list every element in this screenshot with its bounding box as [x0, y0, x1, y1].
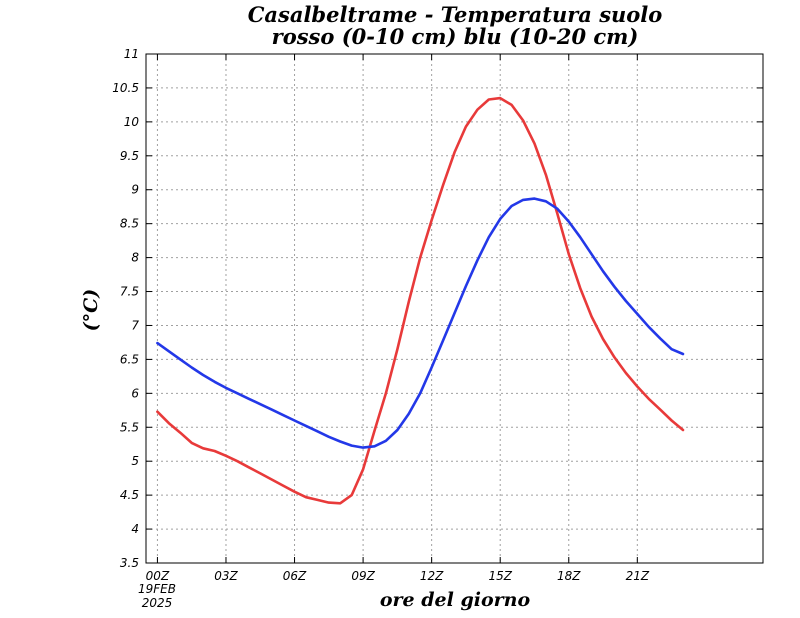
- y-tick-label: 8.5: [120, 217, 139, 231]
- x-tick-label: 15Z: [488, 569, 512, 583]
- y-tick-label: 3.5: [120, 556, 139, 570]
- date-label-year: 2025: [142, 596, 173, 610]
- y-tick-label: 7.5: [120, 285, 139, 299]
- x-tick-label: 21Z: [626, 569, 650, 583]
- x-tick-label: 12Z: [420, 569, 444, 583]
- grid-lines: [146, 54, 763, 563]
- series-line-blue: [156, 197, 685, 449]
- y-tick-label: 7: [131, 318, 139, 332]
- x-tick-label: 03Z: [214, 569, 238, 583]
- y-tick-label: 4: [131, 522, 139, 536]
- x-tick-label: 18Z: [557, 569, 581, 583]
- chart-subtitle: rosso (0-10 cm) blu (10-20 cm): [272, 24, 639, 49]
- x-tick-label: 00Z: [146, 569, 170, 583]
- y-tick-label: 6: [131, 386, 139, 400]
- y-tick-label: 5: [131, 454, 139, 468]
- plot-frame: [145, 53, 764, 564]
- y-tick-label: 6.5: [120, 352, 139, 366]
- x-axis-ticks: 00Z 03Z 06Z 09Z 12Z 15Z 18Z 21Z: [146, 54, 650, 583]
- y-axis-ticks: 3.5 4 4.5 5 5.5 6 6.5 7 7.5 8 8.5 9 9.5 10 10.5 11: [112, 47, 763, 570]
- y-tick-label: 9.5: [120, 149, 139, 163]
- series-lines: [156, 96, 685, 505]
- y-tick-label: 4.5: [120, 488, 139, 502]
- y-tick-label: 10.5: [112, 81, 139, 95]
- y-tick-label: 9: [131, 183, 139, 197]
- y-tick-label: 11: [124, 47, 139, 61]
- x-tick-label: 06Z: [283, 569, 307, 583]
- x-axis-label: ore del giorno: [380, 589, 531, 611]
- date-label-day: 19FEB: [138, 582, 176, 596]
- chart-title: Casalbeltrame - Temperatura suolo: [248, 2, 663, 27]
- y-tick-label: 10: [124, 115, 140, 129]
- y-tick-label: 8: [131, 251, 139, 265]
- y-axis-label: (°C): [80, 289, 102, 332]
- x-tick-label: 09Z: [351, 569, 375, 583]
- y-tick-label: 5.5: [120, 420, 139, 434]
- series-line-red: [156, 96, 685, 505]
